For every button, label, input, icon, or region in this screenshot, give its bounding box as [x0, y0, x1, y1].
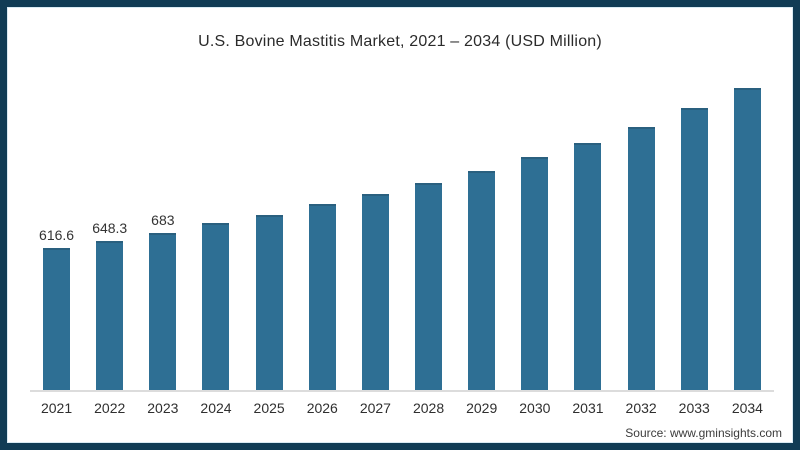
x-axis-label-2024: 2024 [200, 400, 232, 416]
bar-plot-area: 616.6 2021 648.3 2022 683 2023 2024 2025 2026 202… [30, 60, 774, 416]
x-axis-label-2030: 2030 [519, 400, 551, 416]
bar-column-2023: 683 2023 [136, 60, 189, 416]
bar-column-2027: 2027 [349, 60, 402, 416]
bar-column-2033: 2033 [668, 60, 721, 416]
bar-2024 [202, 223, 230, 390]
bar-2032 [627, 127, 655, 390]
bar-2031 [574, 143, 602, 390]
x-axis-label-2022: 2022 [94, 400, 126, 416]
x-axis-label-2033: 2033 [678, 400, 710, 416]
bar-column-2032: 2032 [615, 60, 668, 416]
bar-column-2026: 2026 [296, 60, 349, 416]
x-axis-label-2031: 2031 [572, 400, 604, 416]
bar-column-2030: 2030 [508, 60, 561, 416]
x-axis-label-2023: 2023 [147, 400, 179, 416]
source-attribution: Source: www.gminsights.com [625, 426, 782, 440]
x-axis-label-2027: 2027 [359, 400, 391, 416]
x-axis-label-2029: 2029 [466, 400, 498, 416]
bar-2021 [43, 248, 71, 390]
x-axis-label-2028: 2028 [412, 400, 445, 416]
bar-2028 [415, 183, 443, 390]
bar-column-2031: 2031 [561, 60, 614, 416]
bar-column-2021: 616.6 2021 [30, 60, 83, 416]
x-axis-label-2025: 2025 [253, 400, 285, 416]
bar-value-label: 648.3 [92, 220, 128, 236]
bar-value-label: 616.6 [39, 227, 75, 243]
bar-column-2029: 2029 [455, 60, 508, 416]
bar-2027 [361, 194, 389, 390]
bar-value-label: 683 [151, 212, 175, 228]
bar-2023 [149, 233, 177, 390]
bar-2022 [96, 241, 124, 390]
bar-2025 [255, 215, 283, 390]
bar-column-2022: 648.3 2022 [83, 60, 136, 416]
bar-column-2028: 2028 [402, 60, 455, 416]
bar-column-2034: 2034 [721, 60, 774, 416]
bar-column-2025: 2025 [243, 60, 296, 416]
chart-title: U.S. Bovine Mastitis Market, 2021 – 2034… [198, 33, 602, 50]
x-axis-label-2032: 2032 [625, 400, 657, 416]
bar-column-2024: 2024 [189, 60, 242, 416]
bar-2034 [733, 88, 761, 390]
bar-2029 [468, 171, 496, 390]
bar-2033 [680, 108, 708, 390]
x-axis-label-2021: 2021 [40, 400, 73, 416]
x-axis-label-2026: 2026 [306, 400, 338, 416]
x-axis-label-2034: 2034 [731, 400, 763, 416]
bar-2026 [308, 204, 336, 390]
bar-2030 [521, 157, 549, 390]
